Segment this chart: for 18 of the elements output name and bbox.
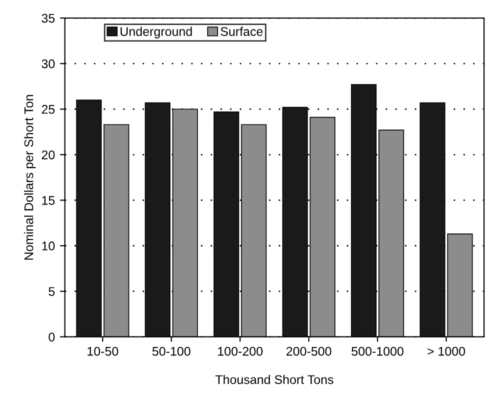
y-tick-label: 20 [42,150,55,160]
y-tick-label: 10 [42,242,55,250]
y-tick-label: 5 [48,287,55,296]
y-tick-label: 25 [42,104,55,114]
x-tick-label: 200-500 [286,346,332,356]
legend-label: Underground [120,26,192,38]
y-axis-title: Nominal Dollars per Short Ton [24,94,36,260]
x-tick-label: 50-100 [152,346,190,356]
y-tick-label: 15 [42,196,55,205]
x-tick-label: 500-1000 [352,346,404,356]
x-tick-label: > 1000 [428,346,466,356]
x-axis-title: Thousand Short Tons [215,374,334,384]
y-tick-label: 0 [48,332,55,342]
y-tick-label: 30 [42,59,55,68]
legend-label: Surface [220,26,263,36]
x-tick-label: 10-50 [88,346,118,356]
y-tick-label: 35 [42,14,55,23]
x-tick-label: 100-200 [218,346,263,356]
